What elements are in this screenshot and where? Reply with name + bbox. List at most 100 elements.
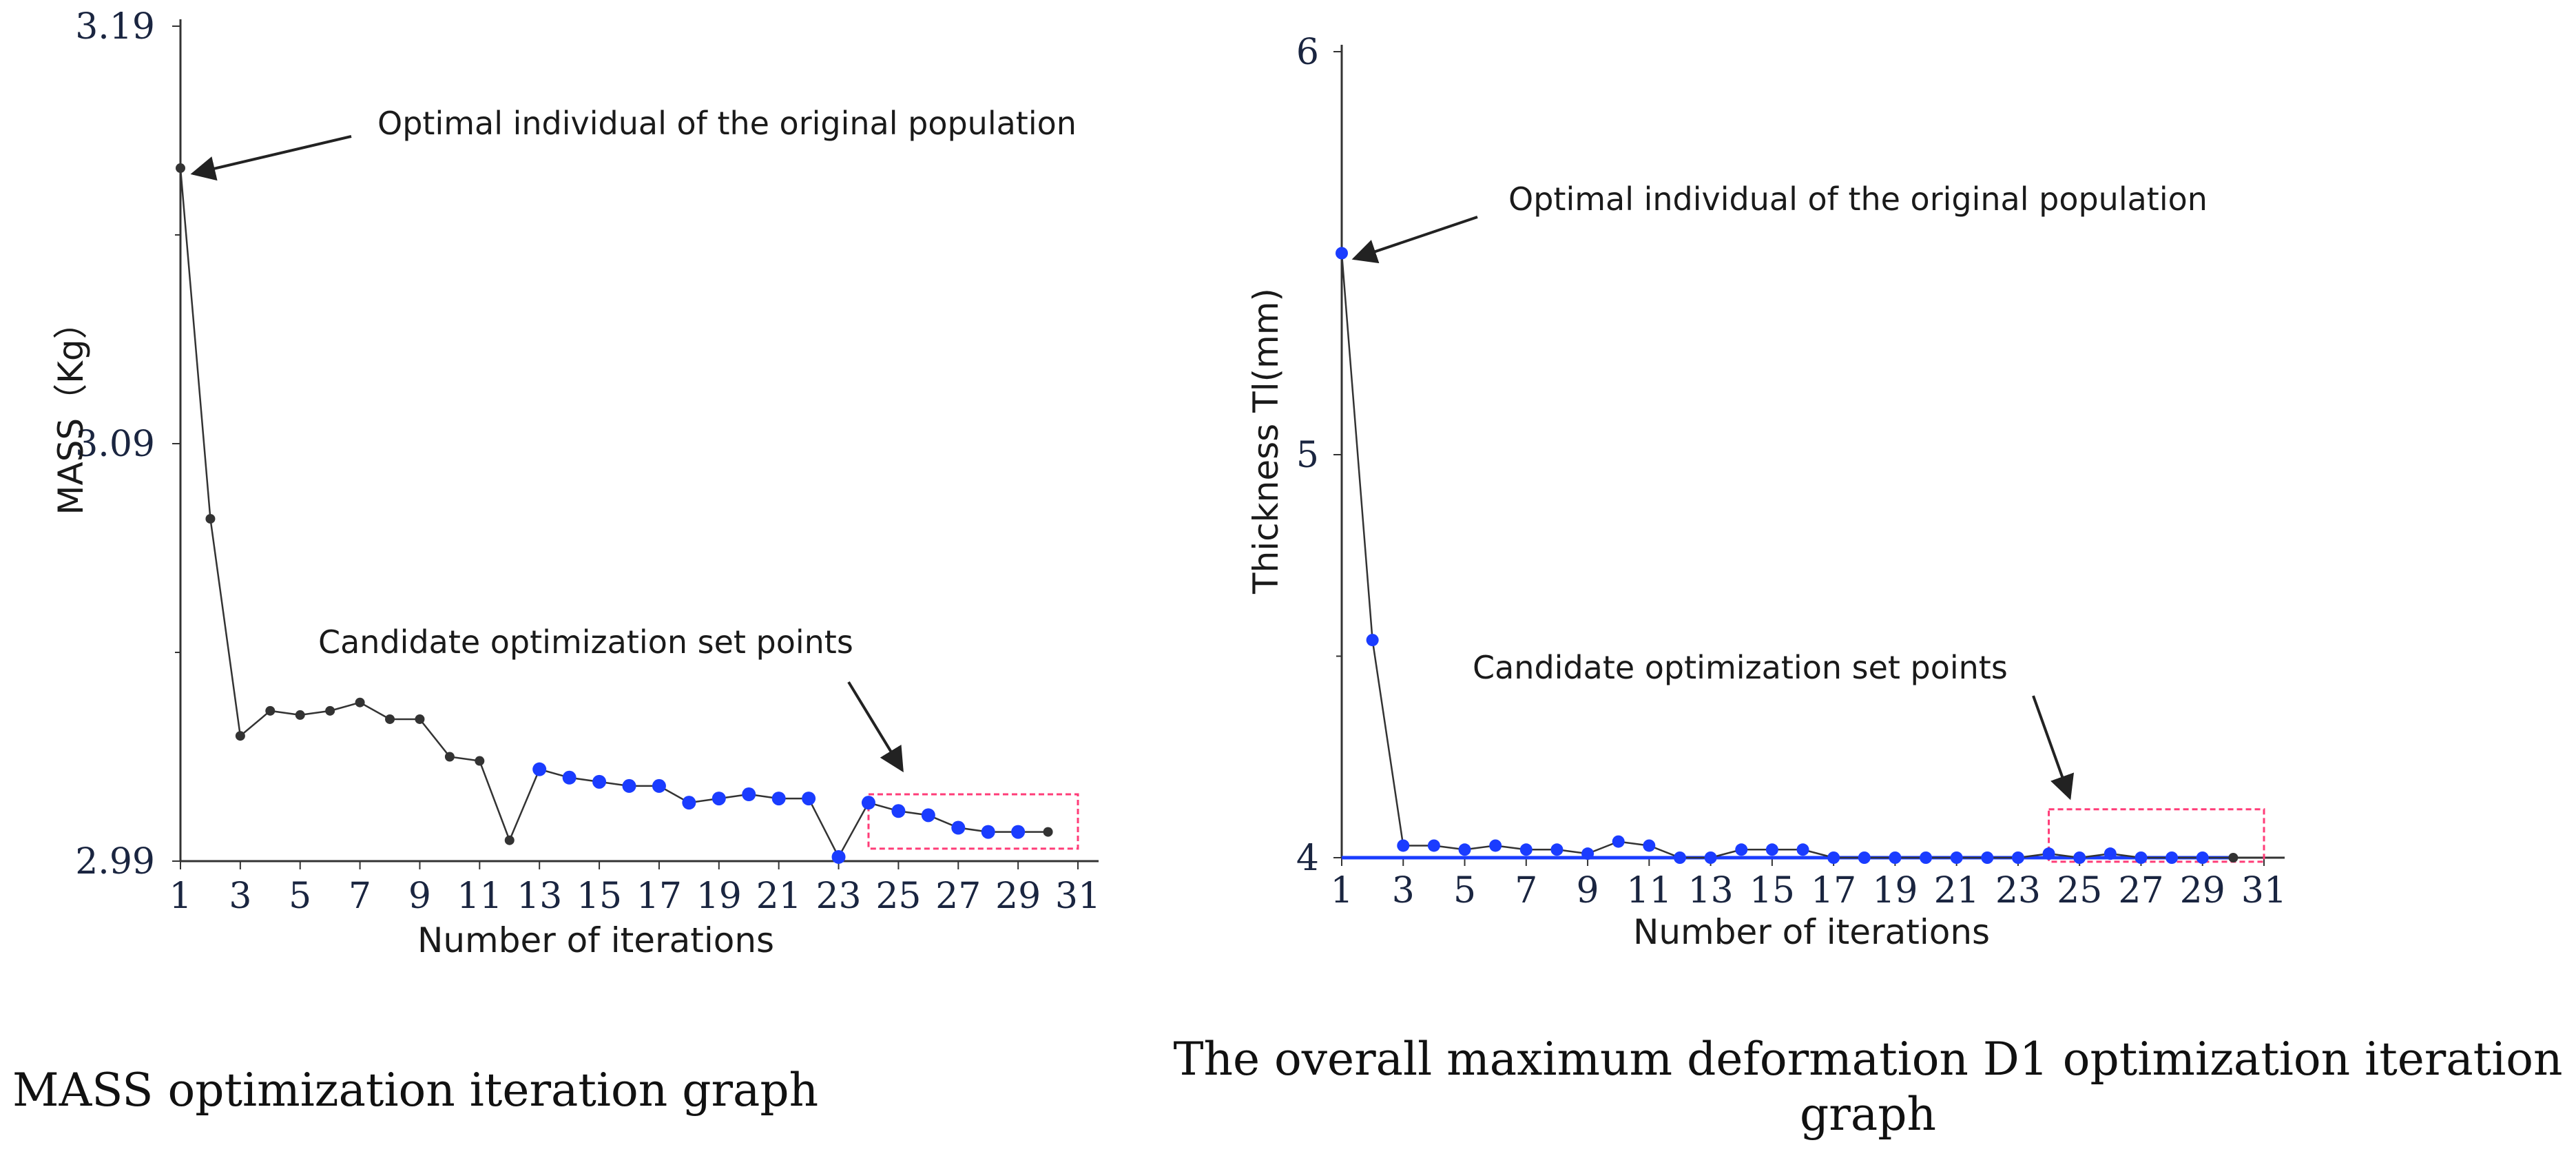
data-point	[415, 714, 425, 724]
candidate-point	[2042, 847, 2055, 860]
candidate-highlight-box	[2048, 808, 2265, 863]
arrow-optimal-individual	[1351, 216, 1478, 264]
x-tick-label: 27	[2118, 870, 2163, 911]
x-tick-label: 15	[1749, 870, 1795, 911]
candidate-point	[1643, 839, 1656, 852]
arrow-candidate-set	[2032, 695, 2075, 801]
candidate-point	[1550, 843, 1564, 856]
annotation-candidate-set: Candidate optimization set points	[318, 623, 853, 661]
x-tick-label: 9	[408, 876, 431, 917]
candidate-point	[1735, 843, 1748, 856]
candidate-point	[1765, 843, 1778, 856]
candidate-point	[1827, 851, 1840, 864]
candidate-point	[831, 849, 846, 864]
x-tick-label: 19	[1872, 870, 1918, 911]
data-point	[295, 710, 305, 720]
data-point	[176, 163, 185, 174]
candidate-point	[2165, 851, 2179, 864]
x-tick-label: 25	[875, 876, 921, 917]
candidate-point	[2196, 851, 2209, 864]
candidate-point	[622, 778, 636, 793]
candidate-point	[1950, 851, 1963, 864]
y-tick-label: 3.09	[75, 424, 155, 465]
candidate-point	[532, 762, 547, 776]
candidate-point	[1366, 634, 1379, 647]
candidate-point	[1704, 851, 1717, 864]
x-tick-label: 5	[1453, 870, 1476, 911]
x-tick-label: 9	[1577, 870, 1599, 911]
x-tick-label: 1	[169, 876, 191, 917]
candidate-point	[1011, 825, 1026, 839]
arrow-optimal-individual	[190, 135, 352, 181]
candidate-point	[2011, 851, 2024, 864]
candidate-point	[1858, 851, 1871, 864]
candidate-point	[1519, 843, 1533, 856]
data-point	[504, 835, 515, 845]
candidate-point	[1336, 247, 1348, 260]
y-axis-title: Thickness Tl(mm)	[1246, 288, 1286, 595]
x-axis-title: Number of iterations	[1633, 912, 1990, 952]
x-tick-label: 31	[2241, 870, 2287, 911]
x-tick-label: 17	[1811, 870, 1856, 911]
x-tick-label: 13	[517, 876, 562, 917]
x-tick-label: 23	[1995, 870, 2041, 911]
candidate-point	[592, 774, 607, 789]
x-tick-label: 3	[1392, 870, 1415, 911]
annotation-optimal-individual: Optimal individual of the original popul…	[1508, 180, 2208, 218]
y-tick-label: 2.99	[75, 841, 155, 882]
series-line	[179, 167, 1048, 859]
data-point	[475, 756, 485, 766]
candidate-point	[802, 792, 816, 806]
annotation-optimal-individual: Optimal individual of the original popul…	[377, 105, 1077, 142]
annotation-candidate-set: Candidate optimization set points	[1473, 649, 2008, 686]
x-tick-label: 19	[696, 876, 742, 917]
data-point	[235, 731, 245, 741]
x-tick-label: 3	[229, 876, 251, 917]
candidate-point	[921, 808, 935, 823]
x-tick-label: 31	[1055, 876, 1101, 917]
x-tick-label: 13	[1688, 870, 1734, 911]
candidate-point	[2104, 847, 2117, 860]
candidate-point	[1889, 851, 1902, 864]
x-tick-label: 15	[577, 876, 622, 917]
candidate-point	[711, 792, 726, 806]
x-tick-label: 21	[756, 876, 802, 917]
candidate-point	[1427, 839, 1440, 852]
candidate-highlight-box	[867, 793, 1079, 850]
candidate-point	[891, 804, 906, 818]
candidate-point	[682, 796, 696, 810]
candidate-point	[981, 825, 995, 839]
figure-caption: MASS optimization iteration graph	[12, 1064, 818, 1117]
data-point	[2228, 853, 2239, 863]
candidate-point	[1458, 843, 1471, 856]
candidate-point	[562, 770, 577, 785]
candidate-point	[2073, 851, 2086, 864]
x-tick-label: 5	[289, 876, 311, 917]
arrow-candidate-set	[847, 681, 904, 773]
candidate-point	[1981, 851, 1994, 864]
candidate-point	[1489, 839, 1502, 852]
x-tick-label: 11	[457, 876, 502, 917]
data-point	[355, 697, 365, 708]
data-point	[385, 714, 395, 724]
candidate-point	[861, 796, 875, 810]
y-tick-label: 6	[1296, 32, 1319, 73]
data-point	[1043, 827, 1053, 837]
x-tick-label: 17	[636, 876, 682, 917]
candidate-point	[652, 778, 666, 793]
x-tick-label: 1	[1330, 870, 1353, 911]
candidate-point	[951, 820, 966, 835]
x-tick-label: 7	[1515, 870, 1537, 911]
y-tick-label: 4	[1296, 838, 1319, 879]
y-tick-label: 5	[1296, 435, 1319, 476]
x-tick-label: 29	[2180, 870, 2225, 911]
candidate-point	[1920, 851, 1933, 864]
y-tick-label: 3.19	[75, 6, 155, 48]
candidate-point	[1612, 835, 1625, 848]
x-tick-label: 21	[1934, 870, 1980, 911]
candidate-point	[771, 792, 786, 806]
caption-line-1: The overall maximum deformation D1 optim…	[1173, 1033, 2562, 1086]
x-tick-label: 27	[935, 876, 981, 917]
candidate-point	[2134, 851, 2148, 864]
